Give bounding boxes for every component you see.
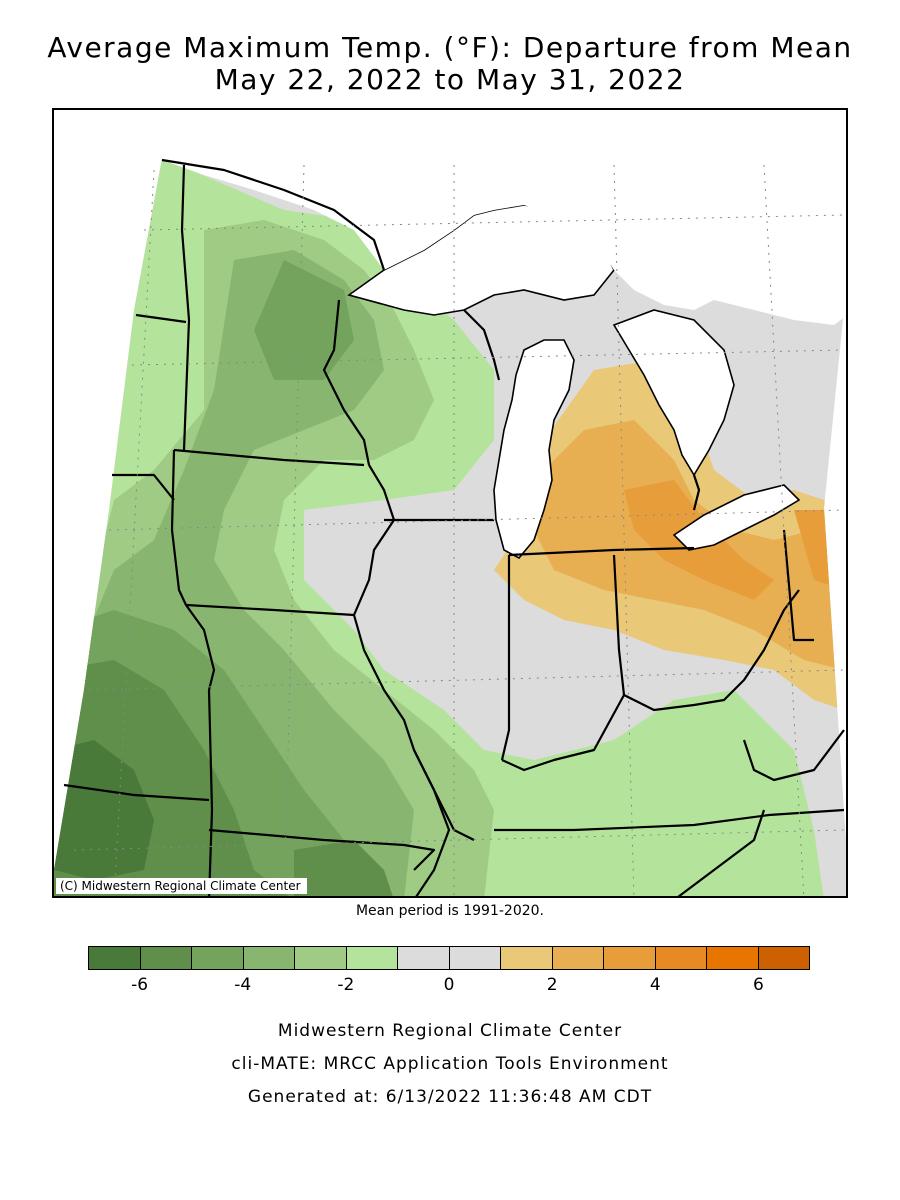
legend-tick-1: -4 xyxy=(234,975,252,995)
great-lakes xyxy=(347,204,846,560)
legend-swatch-5 xyxy=(346,947,398,969)
legend-swatch-7 xyxy=(449,947,501,969)
legend-tick-3: 0 xyxy=(443,975,455,995)
map-date-range: May 22, 2022 to May 31, 2022 xyxy=(214,63,686,96)
legend-swatch-10 xyxy=(604,947,656,969)
state-boundaries xyxy=(63,158,845,896)
legend-swatch-6 xyxy=(398,947,450,969)
legend-tick-labels: -6 -4 -2 0 2 4 6 xyxy=(88,970,810,1000)
lake-erie xyxy=(672,484,801,551)
legend-tick-6: 6 xyxy=(753,975,764,995)
legend-swatch-8 xyxy=(501,947,553,969)
mean-period-note: Mean period is 1991-2020. xyxy=(355,903,545,919)
legend-swatch-11 xyxy=(655,947,707,969)
legend-tick-4: 2 xyxy=(546,975,558,995)
color-legend xyxy=(88,946,810,970)
footer-generated-time: Generated at: 6/13/2022 11:36:48 AM CDT xyxy=(247,1087,653,1107)
legend-tick-0: -6 xyxy=(131,975,149,995)
graticule xyxy=(73,164,845,896)
map-title: Average Maximum Temp. (°F): Departure fr… xyxy=(47,31,853,64)
footer-application: cli-MATE: MRCC Application Tools Environ… xyxy=(231,1054,669,1074)
copyright-notice: (C) Midwestern Regional Climate Center xyxy=(56,878,307,894)
legend-swatch-12 xyxy=(707,947,759,969)
anomaly-zone-plus-3 xyxy=(624,480,844,600)
legend-swatch-2 xyxy=(192,947,244,969)
canada-region xyxy=(162,110,846,325)
footer-organization: Midwestern Regional Climate Center xyxy=(277,1021,623,1041)
legend-swatch-3 xyxy=(243,947,295,969)
lake-huron xyxy=(612,309,735,477)
lake-michigan xyxy=(493,339,575,560)
legend-swatch-4 xyxy=(295,947,347,969)
anomaly-zone-minus-7 xyxy=(54,740,154,880)
map-frame: (C) Midwestern Regional Climate Center xyxy=(52,108,848,898)
legend-swatch-9 xyxy=(552,947,604,969)
temperature-departure-map xyxy=(54,110,846,896)
legend-tick-5: 4 xyxy=(649,975,661,995)
legend-swatch-13 xyxy=(758,947,809,969)
legend-swatch-1 xyxy=(140,947,192,969)
legend-tick-2: -2 xyxy=(337,975,355,995)
legend-swatch-0 xyxy=(89,947,141,969)
